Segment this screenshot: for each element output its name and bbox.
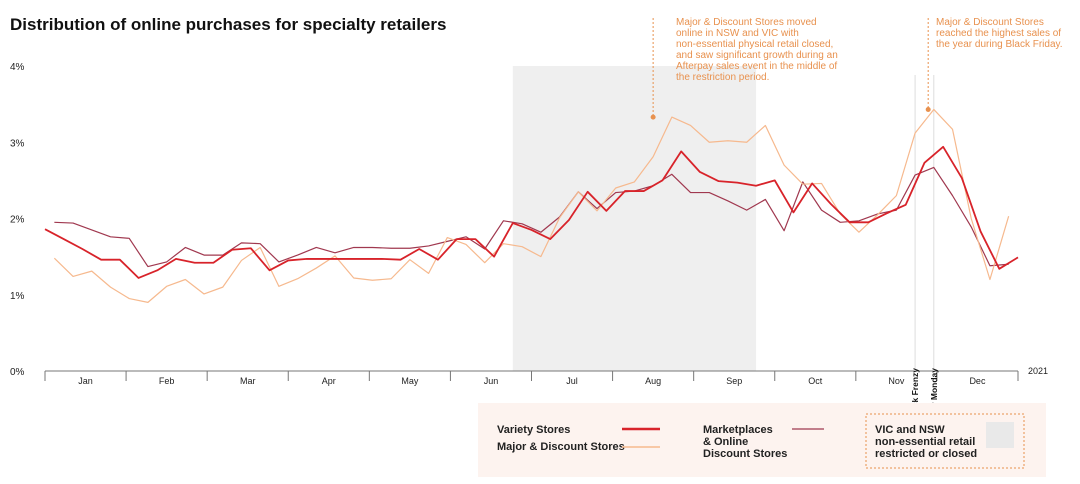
- annotation-text: reached the highest sales of: [936, 28, 1061, 39]
- y-tick-label: 4%: [10, 62, 25, 73]
- x-tick-label: Sep: [726, 376, 742, 386]
- x-tick-label: Apr: [322, 376, 336, 386]
- annotation-text: Major & Discount Stores moved: [676, 17, 817, 28]
- y-tick-label: 0%: [10, 367, 25, 378]
- annotation-text: the restriction period.: [676, 72, 769, 83]
- annotation-text: non-essential physical retail closed,: [676, 39, 833, 50]
- x-tick-label: Jan: [78, 376, 93, 386]
- legend-label-marketplaces: Marketplaces: [703, 424, 773, 436]
- legend-label-shaded: non-essential retail: [875, 436, 975, 448]
- x-tick-label: Oct: [808, 376, 823, 386]
- x-tick-label: Mar: [240, 376, 256, 386]
- x-tick-label: May: [401, 376, 419, 386]
- legend-label-variety: Variety Stores: [497, 424, 570, 436]
- legend-shaded-frame: [865, 413, 1025, 469]
- annotation-text: online in NSW and VIC with: [676, 28, 799, 39]
- annotation-text: the year during Black Friday.: [936, 39, 1063, 50]
- y-tick-label: 3%: [10, 138, 25, 149]
- x-tick-label: Jun: [484, 376, 499, 386]
- y-tick-label: 1%: [10, 291, 25, 302]
- x-tick-label: Feb: [159, 376, 175, 386]
- year-label: 2021: [1028, 366, 1048, 376]
- x-tick-label: Nov: [888, 376, 905, 386]
- legend-label-marketplaces: Discount Stores: [703, 448, 787, 460]
- event-label: Cyber Monday: [929, 368, 939, 427]
- chart-title: Distribution of online purchases for spe…: [10, 15, 446, 34]
- x-tick-label: Aug: [645, 376, 661, 386]
- legend-swatch-shaded: [986, 422, 1014, 448]
- event-label: Click Frenzy: [910, 368, 920, 418]
- x-tick-label: Jul: [566, 376, 578, 386]
- x-tick-label: Dec: [969, 376, 986, 386]
- annotation-point: [925, 106, 931, 112]
- legend-label-major: Major & Discount Stores: [497, 441, 625, 453]
- annotation-text: Major & Discount Stores: [936, 17, 1044, 28]
- series-line-variety: [44, 145, 1019, 279]
- restriction-period-shading: [512, 66, 757, 371]
- annotation-point: [650, 114, 656, 120]
- legend-label-marketplaces: & Online: [703, 436, 748, 448]
- y-tick-label: 2%: [10, 215, 25, 226]
- legend-label-shaded: VIC and NSW: [875, 424, 945, 436]
- annotation-text: and saw significant growth during an: [676, 50, 838, 61]
- annotation-text: Afterpay sales event in the middle of: [676, 61, 837, 72]
- legend-background: [478, 403, 1046, 477]
- legend-label-shaded: restricted or closed: [875, 448, 977, 460]
